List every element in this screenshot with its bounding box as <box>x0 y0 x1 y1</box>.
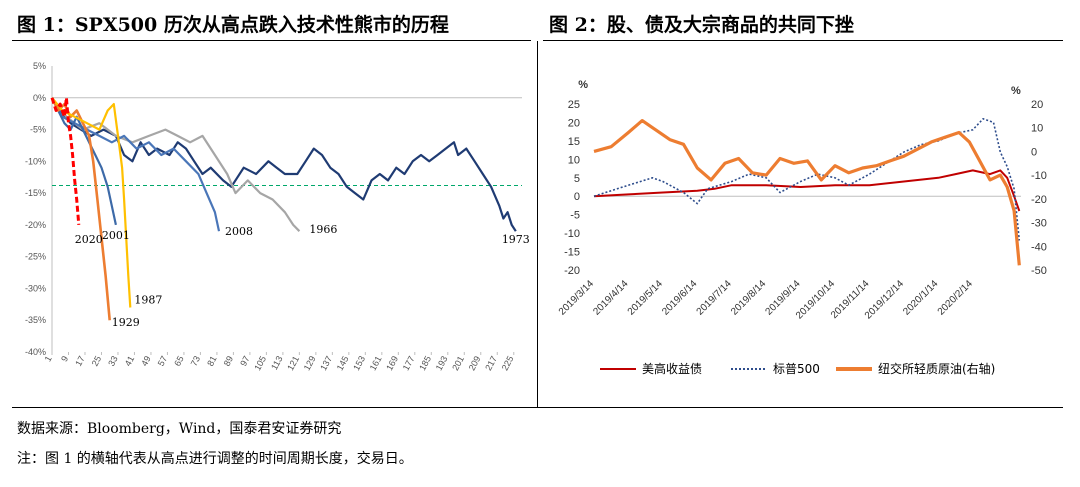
x-tick-label: 2020/1/14 <box>901 278 941 318</box>
series-line-1929 <box>50 97 111 321</box>
x-tick-label: 65 <box>172 354 186 368</box>
figure1-title: 图 1：SPX500 历次从高点跌入技术性熊市的历程 <box>17 14 449 36</box>
right-y-tick-label: 10 <box>1031 123 1043 135</box>
chart-1-svg: 5%0%-5%-10%-15%-20%-25%-30%-35%-40%1 9 17 2… <box>25 61 530 372</box>
y-tick-label: -35% <box>25 315 46 325</box>
x-tick-label: 25 <box>90 354 104 368</box>
x-tick-label: 41 <box>123 354 137 368</box>
y-tick-label: -40% <box>25 347 46 357</box>
x-tick-label: 81 <box>205 354 219 368</box>
y-tick-label: -15% <box>25 188 46 198</box>
right-y-tick-label: 0 <box>1031 146 1037 158</box>
y-tick-label: -5% <box>30 125 46 135</box>
x-tick-label: 9 <box>59 354 70 363</box>
series-end-label: 1987 <box>134 294 162 307</box>
chart-2-svg: % % 25 20 15 10 5 0 -5 -10 -15 -20 20 10 0 -10 -20 -30 -40… <box>557 79 1047 376</box>
x-tick-label: 17 <box>73 354 87 368</box>
left-y-tick-label: -5 <box>570 210 580 222</box>
x-tick-label: 2019/8/14 <box>729 278 769 318</box>
series-end-label: 1973 <box>502 233 530 246</box>
series-end-label: 2008 <box>225 225 253 238</box>
right-y-tick-label: -10 <box>1031 170 1047 182</box>
left-y-tick-label: 15 <box>568 136 580 148</box>
left-y-tick-label: -20 <box>564 265 580 277</box>
legend-label: 标普500 <box>773 362 820 376</box>
right-y-tick-label: -40 <box>1031 241 1047 253</box>
series-end-label: 2001 <box>102 229 130 242</box>
series-line-2020 <box>50 96 81 226</box>
series-line-2001 <box>51 97 117 226</box>
right-axis-unit: % <box>1011 85 1021 97</box>
legend-label: 纽交所轻质原油(右轴) <box>878 361 995 376</box>
figure2-title-rule <box>543 40 1063 41</box>
x-tick-label: 49 <box>139 354 153 368</box>
bottom-rule <box>12 407 1063 408</box>
x-tick-label: 2019/3/14 <box>557 278 597 318</box>
series-line-标普500 <box>593 118 1021 241</box>
x-tick-label: 97 <box>238 354 252 368</box>
left-y-tick-label: 5 <box>574 173 580 185</box>
x-tick-label: 57 <box>156 354 170 368</box>
right-y-tick-label: -50 <box>1031 265 1047 277</box>
panel-divider <box>537 41 538 407</box>
left-y-tick-label: -15 <box>564 247 580 259</box>
x-tick-label: 2020/2/14 <box>936 278 976 318</box>
y-tick-label: -25% <box>25 252 46 262</box>
y-tick-label: -20% <box>25 220 46 230</box>
left-y-tick-label: 10 <box>568 154 580 166</box>
right-y-tick-label: -20 <box>1031 194 1047 206</box>
right-y-tick-label: -30 <box>1031 218 1047 230</box>
y-tick-label: 0% <box>33 93 46 103</box>
series-line-美高收益债 <box>593 169 1021 212</box>
series-end-label: 2020 <box>75 233 103 246</box>
figure2-title: 图 2：股、债及大宗商品的共同下挫 <box>549 14 854 36</box>
x-tick-label: 1 <box>43 354 54 363</box>
footnote: 注：图 1 的横轴代表从高点进行调整的时间周期长度，交易日。 <box>17 451 413 467</box>
x-tick-label: 2019/6/14 <box>660 278 700 318</box>
left-axis-unit: % <box>578 79 588 91</box>
source-note: 数据来源：Bloomberg，Wind，国泰君安证券研究 <box>17 421 342 437</box>
left-y-tick-label: 0 <box>574 191 580 203</box>
series-end-label: 1929 <box>112 316 140 329</box>
left-y-tick-label: 20 <box>568 117 580 129</box>
x-tick-label: 2019/5/14 <box>626 278 666 318</box>
x-tick-label: 2019/7/14 <box>695 278 735 318</box>
series-end-label: 1966 <box>309 223 337 236</box>
series-line-纽交所轻质原油(右轴) <box>593 119 1021 266</box>
left-y-tick-label: -10 <box>564 228 580 240</box>
series-line-1973 <box>51 97 517 232</box>
y-tick-label: 5% <box>33 61 46 71</box>
y-tick-label: -30% <box>25 283 46 293</box>
y-tick-label: -10% <box>25 156 46 166</box>
right-y-tick-label: 20 <box>1031 99 1043 111</box>
figure1-title-rule <box>12 40 531 41</box>
x-tick-label: 33 <box>106 354 120 368</box>
x-tick-label: 89 <box>222 354 236 368</box>
x-tick-label: 2019/4/14 <box>591 278 631 318</box>
legend-label: 美高收益债 <box>642 361 702 376</box>
left-y-tick-label: 25 <box>568 99 580 111</box>
x-tick-label: 73 <box>189 354 203 368</box>
series-line-1987 <box>51 97 132 308</box>
